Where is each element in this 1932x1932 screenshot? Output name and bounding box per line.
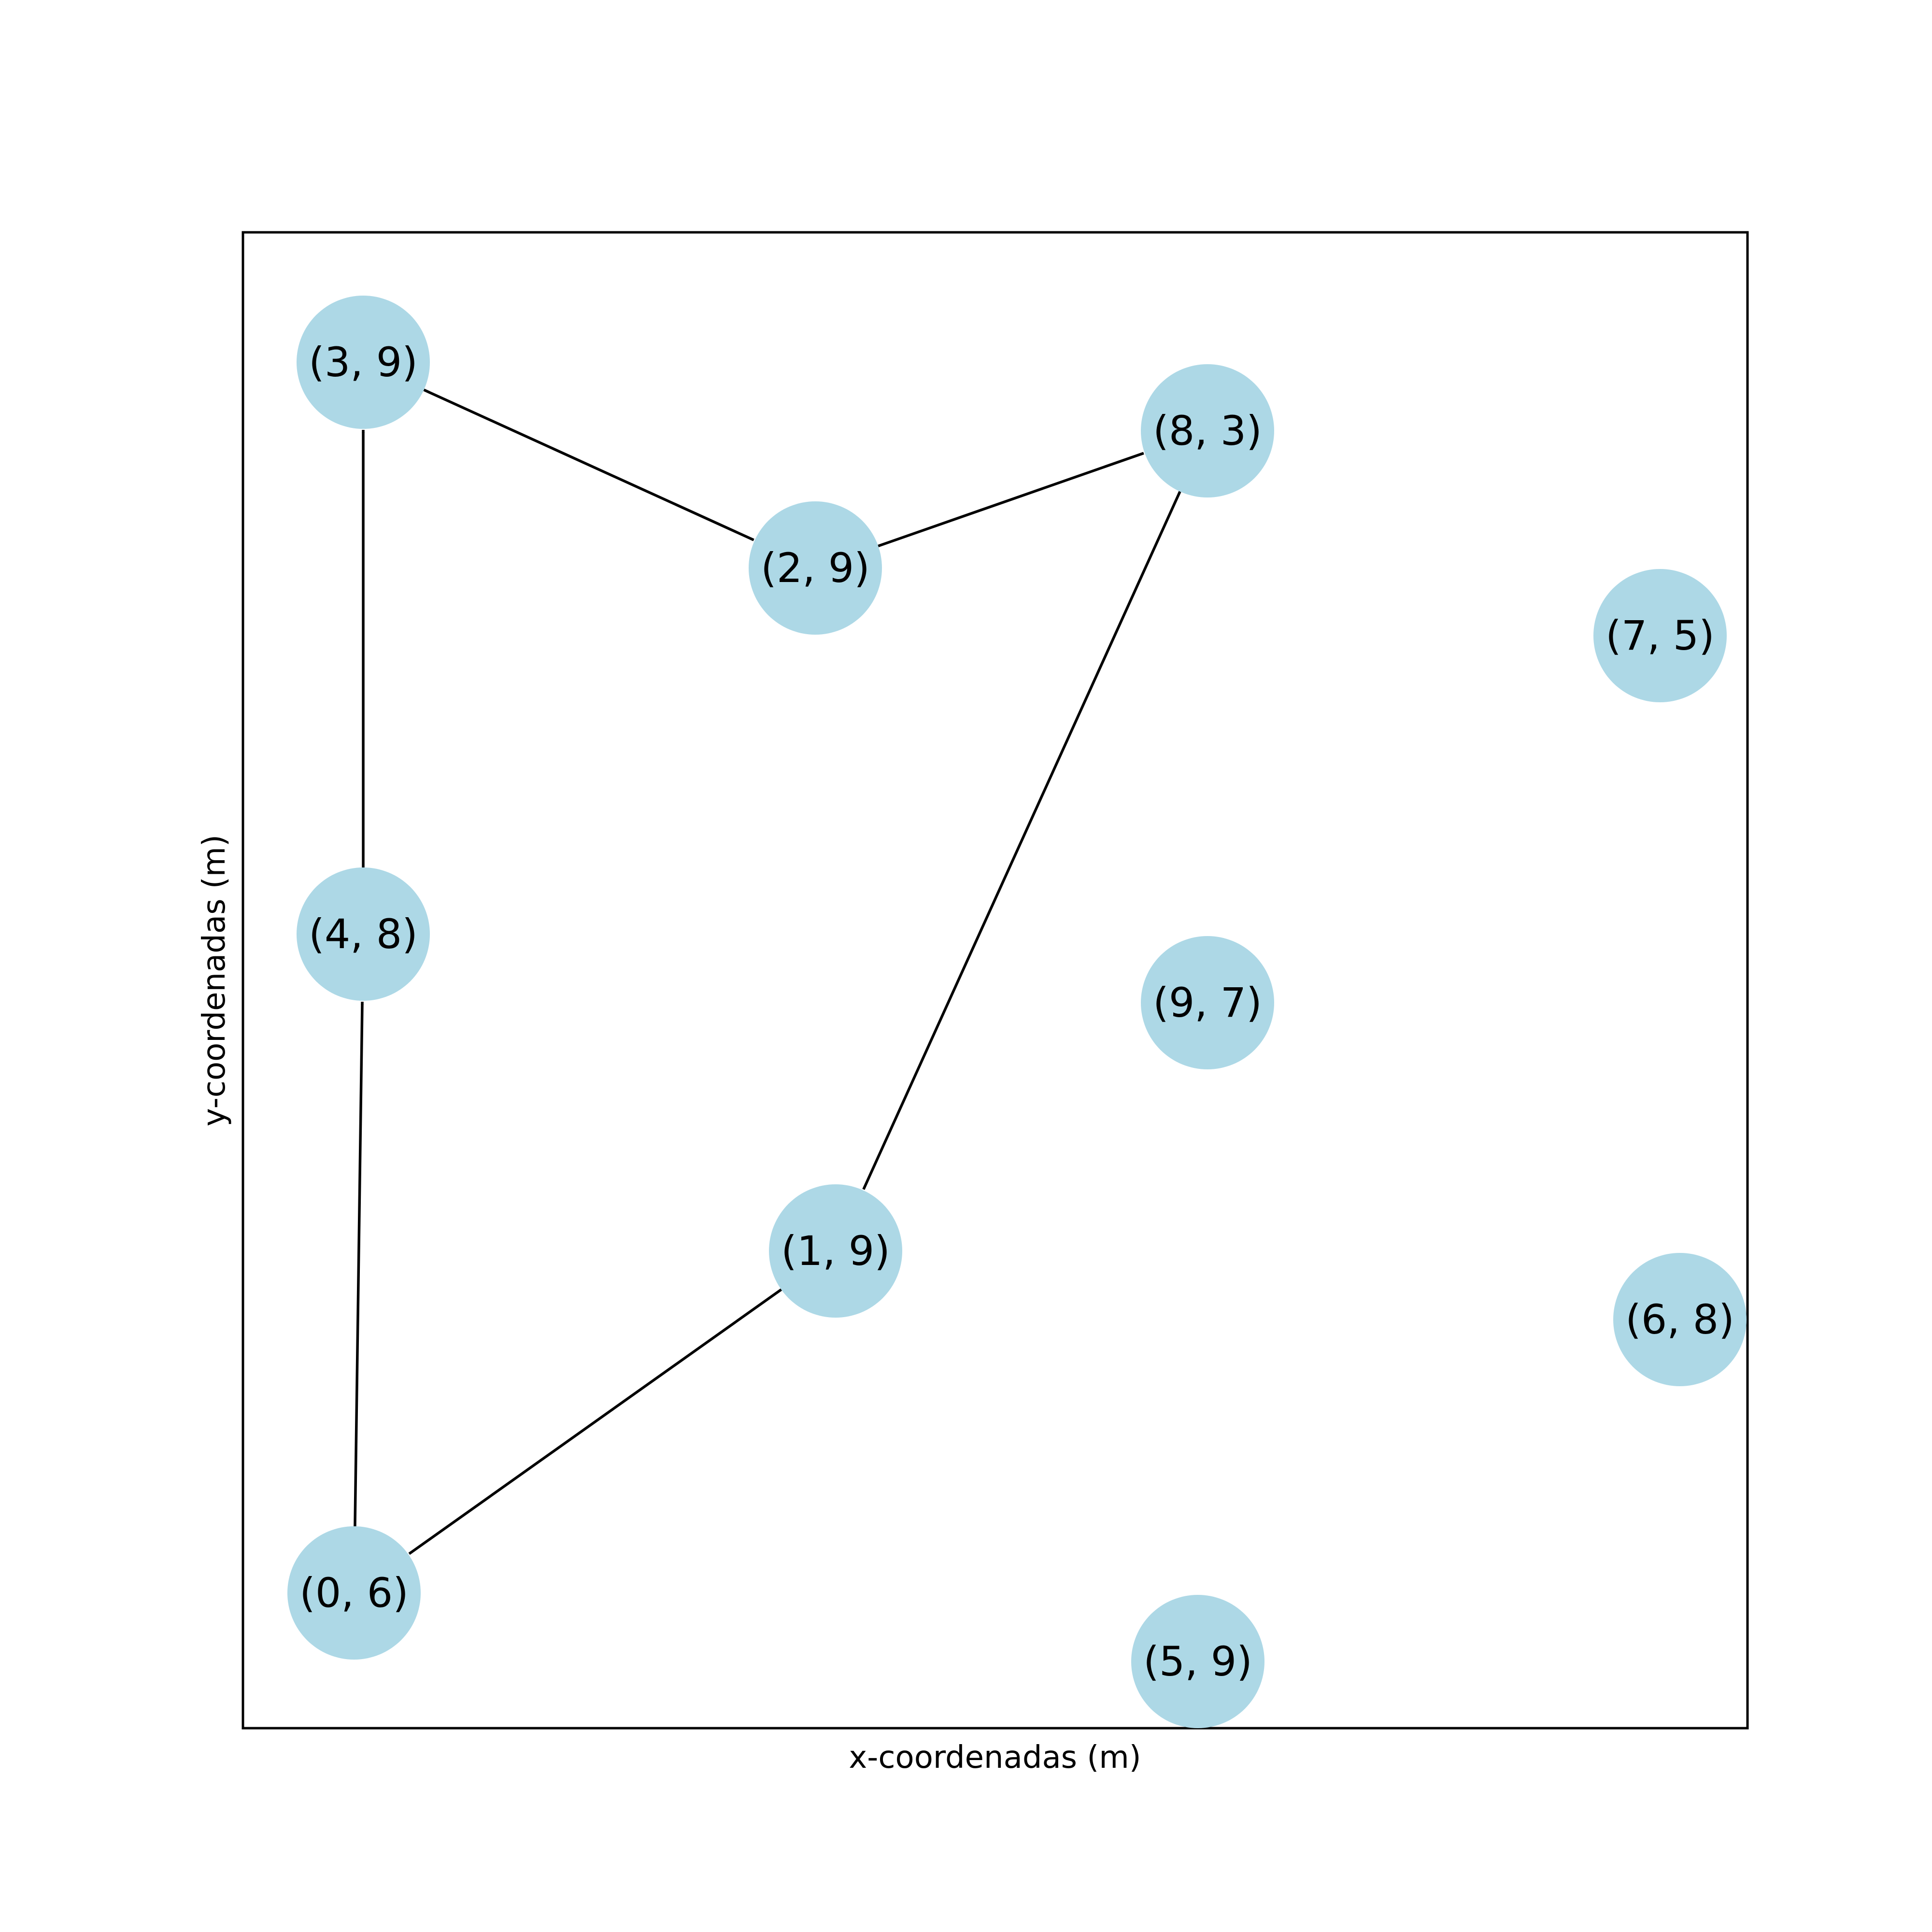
node-label: (9, 7) xyxy=(1153,979,1262,1026)
node-label: (1, 9) xyxy=(781,1227,890,1275)
graph-node: (5, 9) xyxy=(1131,1595,1264,1728)
edge-arrow-8_3-to-1_9 xyxy=(862,491,1181,1190)
nodes-layer: (3, 9) (2, 9) (8, 3) (7, 5) (4, 8) (9, 7) (1, … xyxy=(287,296,1747,1728)
node-label: (7, 5) xyxy=(1605,612,1715,659)
edge-arrow-1_9-to-0_6 xyxy=(408,1288,782,1555)
y-axis-label: y-coordenadas (m) xyxy=(197,835,232,1126)
node-label: (4, 8) xyxy=(309,910,418,958)
graph-node: (9, 7) xyxy=(1141,936,1274,1069)
graph-node: (7, 5) xyxy=(1593,569,1727,702)
graph-node: (8, 3) xyxy=(1141,364,1274,497)
node-circle xyxy=(287,1526,421,1660)
graph-node: (2, 9) xyxy=(749,501,882,635)
node-label: (2, 9) xyxy=(761,544,870,592)
graph-node: (0, 6) xyxy=(287,1526,421,1660)
node-circle xyxy=(749,501,882,635)
edges-layer xyxy=(354,388,1181,1555)
graph-node: (3, 9) xyxy=(297,296,430,429)
node-circle xyxy=(297,867,430,1001)
node-label: (3, 9) xyxy=(309,339,418,386)
node-label: (5, 9) xyxy=(1143,1638,1252,1685)
node-label: (0, 6) xyxy=(299,1569,409,1617)
edge-arrow-2_9-to-8_3 xyxy=(878,452,1144,548)
node-circle xyxy=(769,1184,902,1318)
node-circle xyxy=(1141,364,1274,497)
edge-arrow-3_9-to-2_9 xyxy=(423,388,754,541)
edge-arrow-0_6-to-4_8 xyxy=(354,1001,364,1527)
graph-node: (4, 8) xyxy=(297,867,430,1001)
x-axis-label: x-coordenadas (m) xyxy=(849,1740,1141,1776)
plot-frame xyxy=(242,231,1749,1730)
node-circle xyxy=(1613,1253,1747,1386)
node-circle xyxy=(1141,936,1274,1069)
node-circle xyxy=(1593,569,1727,702)
node-circle xyxy=(297,296,430,429)
graph-node: (1, 9) xyxy=(769,1184,902,1318)
graph-node: (6, 8) xyxy=(1613,1253,1747,1386)
node-circle xyxy=(1131,1595,1264,1728)
node-label: (6, 8) xyxy=(1625,1296,1734,1343)
node-label: (8, 3) xyxy=(1153,407,1262,455)
